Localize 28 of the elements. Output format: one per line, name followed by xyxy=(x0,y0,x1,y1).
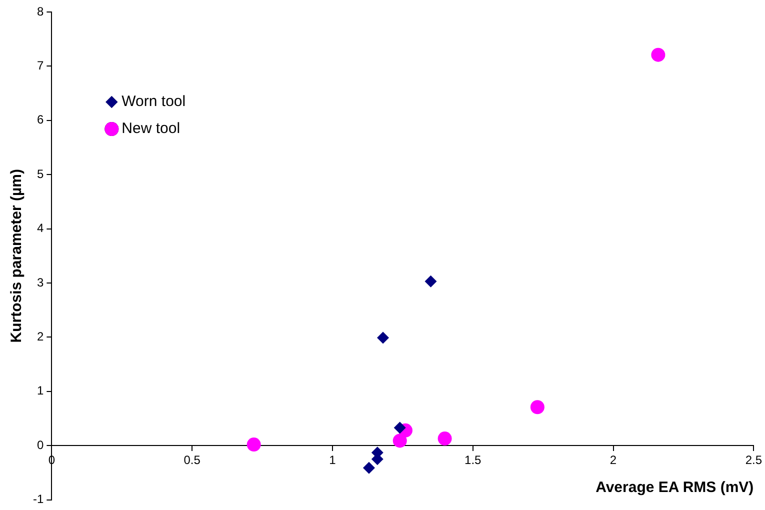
y-tick-label: 0 xyxy=(36,438,44,452)
y-tick-label: 7 xyxy=(36,58,44,73)
y-tick-label: 3 xyxy=(36,275,44,290)
point xyxy=(392,434,407,448)
legend-label: New tool xyxy=(122,120,180,138)
legend-label: Worn tool xyxy=(122,93,186,110)
y-tick-label: 8 xyxy=(36,4,44,18)
point xyxy=(362,462,375,474)
point xyxy=(246,438,261,452)
x-tick-label: 2.5 xyxy=(745,453,762,468)
point xyxy=(438,432,452,446)
y-tick-label: 2 xyxy=(36,330,44,344)
y-tick-label: 6 xyxy=(36,112,44,127)
x-axis-title: Average EA RMS (mV) xyxy=(596,479,754,496)
point xyxy=(530,400,544,414)
y-tick-label: 5 xyxy=(36,166,44,181)
y-tick-label: 1 xyxy=(36,384,44,398)
x-tick-label: 0.5 xyxy=(184,453,201,468)
x-tick-label: 2 xyxy=(610,453,617,468)
point xyxy=(394,422,406,434)
x-tick-label: 1 xyxy=(329,453,336,468)
y-axis-title: Kurtosis parameter (µm) xyxy=(8,169,26,343)
point xyxy=(377,332,390,344)
x-tick-label: 1.5 xyxy=(464,453,482,468)
point xyxy=(424,275,437,288)
y-tick-label: -1 xyxy=(33,492,44,506)
y-tick-label: 4 xyxy=(36,221,44,236)
point xyxy=(651,48,666,62)
